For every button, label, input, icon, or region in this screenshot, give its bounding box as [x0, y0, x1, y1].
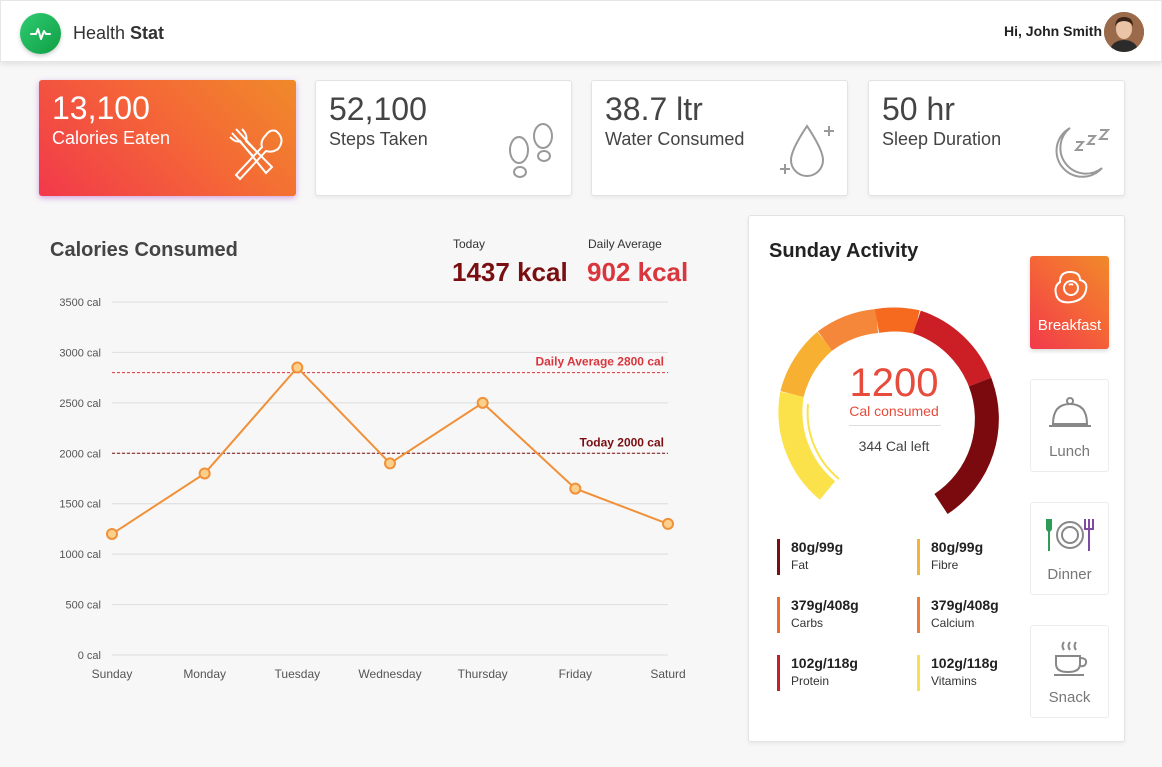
stat-value: 50 hr	[882, 91, 955, 127]
moon-sleep-icon	[1048, 120, 1114, 187]
x-tick-label: Monday	[183, 667, 226, 681]
data-point	[291, 361, 304, 374]
stat-value: 38.7 ltr	[605, 91, 703, 127]
gauge-segment-dark-red	[934, 377, 999, 515]
data-point	[384, 457, 396, 470]
calories-chart-title: Calories Consumed	[50, 239, 238, 261]
nutrient-value: 379g/408g	[931, 597, 999, 613]
nutrient-label: Fat	[791, 558, 809, 572]
stat-value: 52,100	[329, 91, 427, 127]
nutrient-carbs: 379g/408g Carbs	[777, 597, 907, 633]
nutrient-value: 80g/99g	[931, 539, 984, 555]
calories-consumed-value: 1200	[849, 361, 939, 405]
activity-panel: Sunday Activity 1200 Cal consumed 344 Ca…	[748, 215, 1125, 742]
data-point	[106, 527, 118, 540]
gauge-segment-yellow	[778, 391, 836, 500]
nutrient-fat: 80g/99g Fat	[777, 539, 907, 575]
gauge-segment-dark-orange	[874, 307, 920, 334]
stat-label: Steps Taken	[329, 129, 428, 149]
calories-line-chart: 0 cal 500 cal 1000 cal 1500 cal 2000 cal 2500…	[59, 297, 685, 681]
stat-label: Water Consumed	[605, 129, 745, 149]
meal-label: Breakfast	[1037, 317, 1102, 334]
nutrient-vitamins: 102g/118g Vitamins	[917, 655, 1047, 691]
logo-heartbeat-icon[interactable]	[20, 13, 61, 54]
nutrient-value: 102g/118g	[791, 655, 858, 671]
nutrient-value: 102g/118g	[931, 655, 998, 671]
gauge-inner-track	[806, 403, 840, 480]
today-label: Today	[453, 237, 486, 251]
reference-line-label: Today 2000 cal	[580, 435, 665, 449]
nutrient-label: Protein	[791, 674, 830, 688]
y-tick-label: 0 cal	[78, 650, 101, 662]
top-bar: Health Stat Hi, John Smith	[0, 0, 1162, 62]
stat-card-sleep[interactable]: 50 hr Sleep Duration	[868, 80, 1125, 196]
y-tick-label: 1000 cal	[59, 549, 101, 561]
nutrient-value: 80g/99g	[791, 539, 844, 555]
gauge-segment-red	[912, 310, 992, 387]
user-greeting: Hi, John Smith	[1004, 23, 1102, 39]
avatar[interactable]	[1104, 12, 1144, 52]
fried-egg-icon	[1030, 268, 1109, 313]
stat-card-calories[interactable]: 13,100 Calories Eaten	[39, 80, 296, 196]
meal-label: Lunch	[1049, 443, 1090, 460]
meal-label: Dinner	[1047, 566, 1092, 583]
y-tick-label: 500 cal	[66, 600, 101, 612]
daily-average-label: Daily Average	[588, 237, 662, 251]
gauge-segment-light-orange	[780, 331, 834, 398]
meal-label: Snack	[1048, 689, 1091, 706]
y-tick-label: 1500 cal	[59, 499, 101, 511]
nutrient-label: Calcium	[931, 616, 975, 630]
nutrient-label: Carbs	[791, 616, 824, 630]
calories-consumed-label: Cal consumed	[849, 403, 939, 419]
water-drop-icon	[777, 120, 837, 187]
nutrient-protein: 102g/118g Protein	[777, 655, 907, 691]
stat-label: Sleep Duration	[882, 129, 1002, 149]
nutrient-value: 379g/408g	[791, 597, 859, 613]
plate-cutlery-icon	[1031, 515, 1108, 560]
meal-snack-button[interactable]: Snack	[1030, 625, 1109, 718]
activity-title: Sunday Activity	[769, 240, 919, 262]
meal-dinner-button[interactable]: Dinner	[1030, 502, 1109, 595]
data-point	[569, 482, 582, 495]
brand-title: Health Stat	[73, 23, 165, 43]
nutrient-label: Vitamins	[931, 674, 977, 688]
series-line	[111, 366, 669, 535]
cloche-icon	[1031, 392, 1108, 437]
footprints-icon	[505, 122, 561, 187]
meal-lunch-button[interactable]: Lunch	[1030, 379, 1109, 472]
meal-breakfast-button[interactable]: Breakfast	[1030, 256, 1109, 349]
stat-label: Calories Eaten	[52, 128, 171, 148]
y-tick-label: 2500 cal	[59, 398, 101, 410]
today-value: 1437 kcal	[452, 257, 568, 287]
fork-spoon-icon	[226, 123, 286, 188]
calorie-gauge	[778, 307, 999, 515]
data-point	[476, 396, 489, 409]
nutrient-label: Fibre	[931, 558, 959, 572]
stat-card-steps[interactable]: 52,100 Steps Taken	[315, 80, 572, 196]
stat-card-water[interactable]: 38.7 ltr Water Consumed	[591, 80, 848, 196]
coffee-cup-icon	[1031, 638, 1108, 683]
y-tick-label: 3000 cal	[59, 347, 101, 359]
reference-line-label: Daily Average 2800 cal	[535, 355, 664, 369]
data-point	[198, 467, 211, 480]
x-tick-label: Tuesday	[275, 667, 321, 681]
x-tick-label: Wednesday	[358, 667, 421, 681]
x-tick-label: Friday	[559, 667, 592, 681]
x-tick-label: Thursday	[458, 667, 508, 681]
daily-average-value: 902 kcal	[587, 257, 689, 287]
nutrient-calcium: 379g/408g Calcium	[917, 597, 1047, 633]
x-tick-label: Sunday	[92, 667, 133, 681]
x-tick-label: Saturd	[650, 667, 685, 681]
data-point	[662, 517, 674, 530]
gauge-segment-orange	[817, 309, 879, 351]
nutrient-fibre: 80g/99g Fibre	[917, 539, 1047, 575]
y-tick-label: 3500 cal	[59, 297, 101, 309]
calories-left: 344 Cal left	[858, 438, 930, 454]
gauge-divider	[849, 425, 941, 426]
y-tick-label: 2000 cal	[59, 448, 101, 460]
stat-value: 13,100	[52, 90, 150, 126]
